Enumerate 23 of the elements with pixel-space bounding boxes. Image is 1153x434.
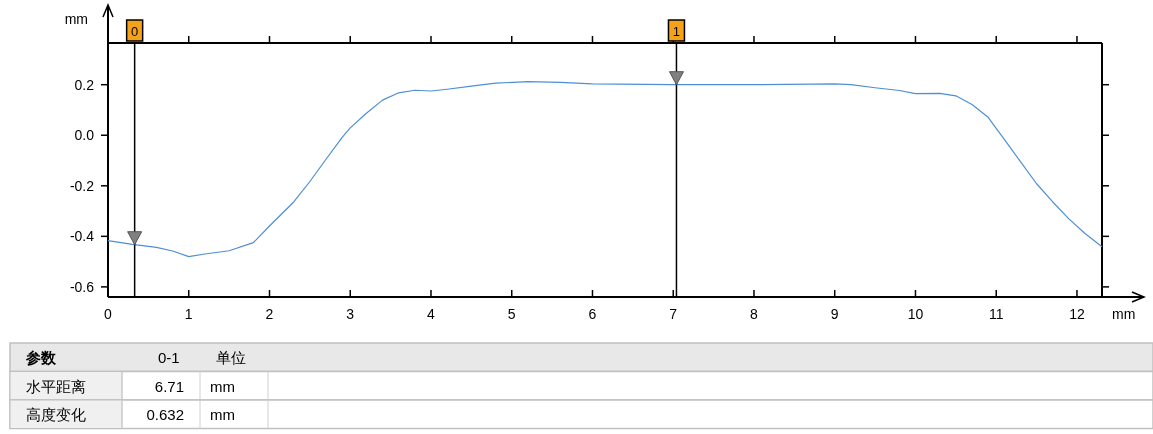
y-axis-title: mm [64,11,88,27]
x-axis-title: mm [1112,306,1136,322]
annotation: 1 [672,24,681,39]
x-tick-label: 6 [588,306,597,322]
x-tick-label: 10 [907,306,924,322]
x-tick-label: 3 [346,306,355,322]
y-tick-label: -0.4 [69,228,95,245]
x-tick-label: 12 [1069,306,1085,322]
x-tick-label: 7 [669,306,678,322]
annotation: 0 [131,24,139,39]
table: 参数 0-1 单位 水平距离 6.71 mm 高度变化 0.632 mm [9,342,1153,430]
x-tick-label: 1 [184,306,193,322]
y-tick-label: 0.2 [74,76,95,93]
x-tick-label: 0 [104,306,113,322]
x-tick-label: 2 [265,306,274,322]
x-tick-label: 5 [507,306,516,322]
x-tick-label: 4 [427,306,436,322]
x-tick-label: 11 [988,306,1004,322]
y-tick-label: 0.0 [74,127,95,144]
y-tick-label: -0.2 [69,177,95,194]
x-tick-label: 8 [750,306,759,322]
y-tick-label: -0.6 [69,278,95,295]
x-tick-label: 9 [830,306,839,322]
